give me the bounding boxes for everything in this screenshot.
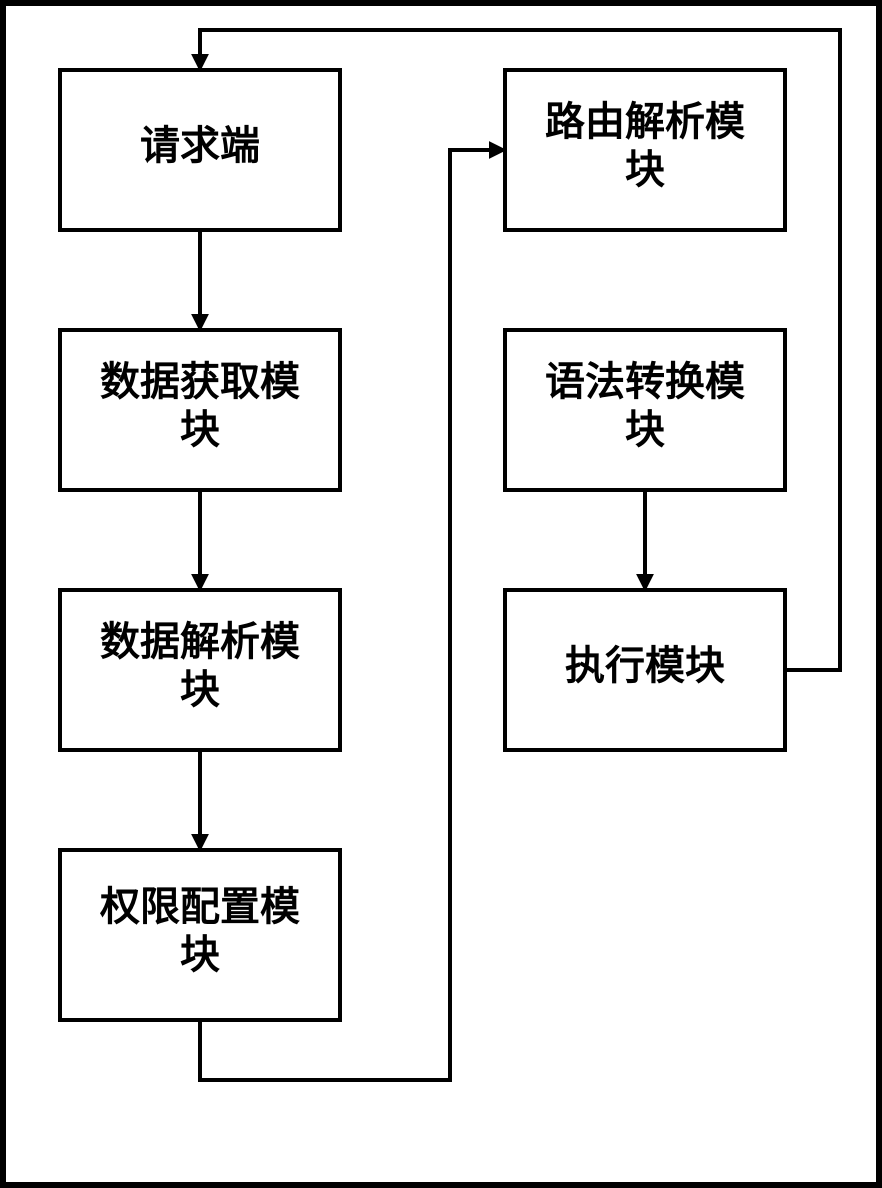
node-data_parse: 数据解析模块 [60, 590, 340, 750]
node-label-data_get-line1: 块 [180, 407, 220, 452]
node-label-route-line1: 块 [625, 147, 665, 192]
node-label-data_parse-line1: 块 [180, 667, 220, 712]
node-label-route-line0: 路由解析模 [545, 99, 745, 144]
node-label-perm_cfg-line1: 块 [180, 932, 220, 977]
node-data_get: 数据获取模块 [60, 330, 340, 490]
node-route: 路由解析模块 [505, 70, 785, 230]
node-request: 请求端 [60, 70, 340, 230]
node-label-request-line0: 请求端 [140, 123, 260, 168]
node-syntax: 语法转换模块 [505, 330, 785, 490]
node-perm_cfg: 权限配置模块 [60, 850, 340, 1020]
node-label-data_parse-line0: 数据解析模 [100, 619, 300, 664]
node-label-perm_cfg-line0: 权限配置模 [99, 884, 300, 929]
flowchart-canvas: e1e2e3e4e5e6请求端数据获取模块数据解析模块权限配置模块路由解析模块语… [0, 0, 882, 1188]
node-exec: 执行模块 [505, 590, 785, 750]
node-label-exec-line0: 执行模块 [565, 643, 725, 688]
node-label-syntax-line1: 块 [625, 407, 665, 452]
node-label-syntax-line0: 语法转换模 [545, 359, 745, 404]
node-label-data_get-line0: 数据获取模 [100, 359, 300, 404]
